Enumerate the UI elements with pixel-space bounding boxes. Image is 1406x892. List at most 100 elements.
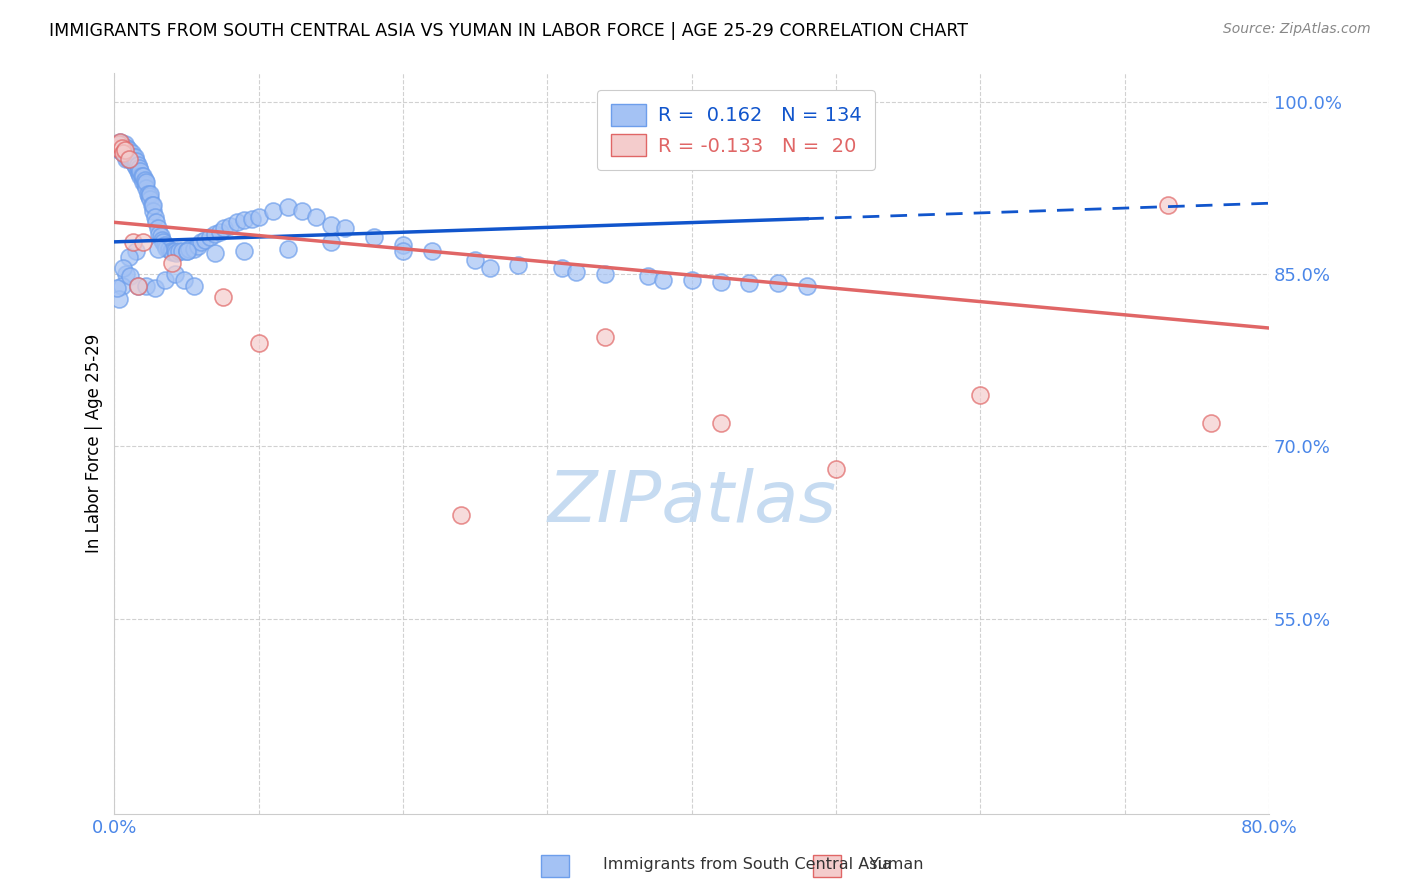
- Point: [114, 137, 136, 152]
- Point: [118, 152, 141, 166]
- Point: [143, 281, 166, 295]
- Point: [146, 242, 169, 256]
- Point: [134, 173, 156, 187]
- Point: [104, 141, 127, 155]
- Y-axis label: In Labor Force | Age 25-29: In Labor Force | Age 25-29: [86, 334, 103, 553]
- Point: [176, 244, 198, 258]
- Point: [112, 143, 135, 157]
- Point: [233, 244, 256, 258]
- Point: [148, 227, 170, 241]
- Point: [118, 152, 141, 166]
- Point: [153, 238, 176, 252]
- Point: [226, 215, 249, 229]
- Point: [107, 293, 129, 307]
- Point: [105, 141, 128, 155]
- Point: [122, 154, 145, 169]
- Point: [190, 235, 212, 249]
- Point: [277, 201, 299, 215]
- Legend: R =  0.162   N = 134, R = -0.133   N =  20: R = 0.162 N = 134, R = -0.133 N = 20: [598, 90, 875, 170]
- Point: [117, 143, 139, 157]
- Point: [120, 152, 142, 166]
- Point: [111, 143, 134, 157]
- Point: [392, 238, 415, 252]
- Point: [121, 152, 143, 166]
- Point: [593, 330, 616, 344]
- Point: [124, 150, 146, 164]
- Point: [124, 158, 146, 172]
- Point: [709, 417, 731, 431]
- Point: [218, 219, 240, 233]
- Point: [107, 143, 129, 157]
- Point: [709, 275, 731, 289]
- Point: [135, 181, 157, 195]
- Point: [651, 273, 673, 287]
- Point: [112, 146, 135, 161]
- Point: [111, 141, 134, 155]
- Point: [1157, 198, 1180, 212]
- Point: [128, 161, 150, 176]
- Point: [124, 154, 146, 169]
- Point: [150, 233, 173, 247]
- Point: [114, 143, 136, 157]
- Point: [122, 150, 145, 164]
- Point: [420, 244, 443, 258]
- Point: [118, 146, 141, 161]
- Point: [136, 186, 159, 201]
- Point: [131, 169, 153, 184]
- Point: [166, 246, 188, 260]
- Text: Source: ZipAtlas.com: Source: ZipAtlas.com: [1223, 22, 1371, 37]
- Point: [132, 235, 155, 249]
- Point: [738, 277, 761, 291]
- Point: [233, 213, 256, 227]
- Point: [127, 158, 149, 172]
- Point: [247, 210, 270, 224]
- Point: [194, 233, 217, 247]
- Point: [105, 281, 128, 295]
- Point: [115, 141, 138, 155]
- Point: [111, 278, 134, 293]
- Point: [593, 267, 616, 281]
- Point: [551, 261, 574, 276]
- Point: [160, 245, 183, 260]
- Point: [969, 387, 991, 401]
- Point: [160, 255, 183, 269]
- Point: [179, 242, 201, 256]
- Point: [107, 141, 129, 155]
- Point: [163, 244, 186, 258]
- Point: [128, 166, 150, 180]
- Text: Yuman: Yuman: [844, 857, 924, 872]
- Point: [132, 175, 155, 189]
- Point: [117, 150, 139, 164]
- Point: [163, 267, 186, 281]
- Point: [127, 163, 149, 178]
- Point: [118, 250, 141, 264]
- Point: [108, 135, 131, 149]
- Point: [172, 244, 194, 258]
- Point: [115, 267, 138, 281]
- Point: [108, 141, 131, 155]
- Point: [508, 258, 530, 272]
- Point: [134, 178, 156, 192]
- Point: [115, 143, 138, 157]
- Point: [114, 141, 136, 155]
- Bar: [813, 855, 841, 877]
- Point: [132, 169, 155, 184]
- Point: [277, 242, 299, 256]
- Point: [121, 146, 143, 161]
- Point: [108, 135, 131, 149]
- Point: [138, 189, 160, 203]
- Text: Immigrants from South Central Asia: Immigrants from South Central Asia: [562, 857, 893, 872]
- Point: [141, 198, 163, 212]
- Point: [114, 143, 136, 157]
- Point: [637, 269, 659, 284]
- Point: [105, 137, 128, 152]
- Point: [187, 239, 209, 253]
- Point: [305, 210, 328, 224]
- Point: [825, 462, 848, 476]
- Point: [108, 141, 131, 155]
- Point: [768, 277, 790, 291]
- Point: [121, 154, 143, 169]
- Point: [392, 244, 415, 258]
- Point: [127, 278, 149, 293]
- Point: [159, 244, 181, 258]
